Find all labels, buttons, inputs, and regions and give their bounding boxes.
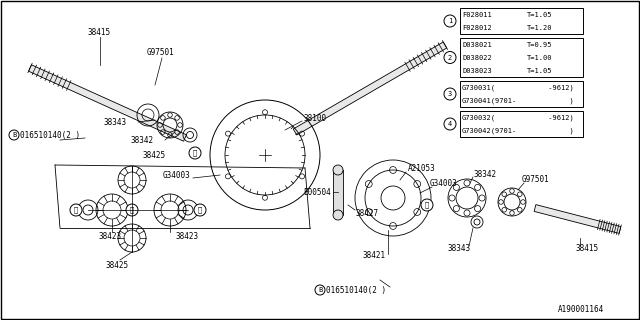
- Circle shape: [333, 165, 343, 175]
- Polygon shape: [333, 170, 343, 215]
- Text: F028011: F028011: [462, 12, 492, 18]
- Text: 4: 4: [448, 121, 452, 127]
- Text: ): ): [527, 97, 573, 104]
- Bar: [460, 38, 583, 77]
- Text: 38342: 38342: [130, 135, 153, 145]
- Text: 38415: 38415: [575, 244, 598, 252]
- Bar: [460, 81, 583, 107]
- Text: -9612): -9612): [527, 84, 573, 91]
- Text: E00504: E00504: [303, 188, 331, 196]
- Text: G97501: G97501: [522, 174, 550, 183]
- Text: ②: ②: [198, 207, 202, 213]
- Circle shape: [444, 52, 456, 63]
- Circle shape: [333, 210, 343, 220]
- Text: G730042(9701-: G730042(9701-: [462, 127, 517, 134]
- Text: T=1.20: T=1.20: [527, 25, 552, 30]
- Text: ①: ①: [130, 207, 134, 213]
- Text: G97501: G97501: [147, 47, 175, 57]
- Text: B: B: [12, 132, 16, 138]
- Text: G730032(: G730032(: [462, 114, 496, 121]
- Text: 1: 1: [448, 18, 452, 24]
- Text: 38342: 38342: [473, 170, 496, 179]
- Text: 38425: 38425: [142, 150, 165, 159]
- Text: T=1.05: T=1.05: [527, 68, 552, 74]
- Bar: [460, 111, 583, 137]
- Text: 38427: 38427: [355, 209, 378, 218]
- Text: 38415: 38415: [87, 28, 110, 36]
- Text: 38425: 38425: [105, 260, 128, 269]
- Polygon shape: [29, 65, 186, 141]
- Text: 38343: 38343: [447, 244, 470, 252]
- Text: G34003: G34003: [430, 179, 458, 188]
- Text: 38343: 38343: [103, 117, 126, 126]
- Text: D038021: D038021: [462, 42, 492, 47]
- Text: F028012: F028012: [462, 25, 492, 30]
- Text: ②: ②: [74, 207, 78, 213]
- Circle shape: [126, 204, 138, 216]
- Text: G730041(9701-: G730041(9701-: [462, 97, 517, 104]
- Text: ): ): [527, 127, 573, 134]
- Text: G34003: G34003: [163, 171, 191, 180]
- Circle shape: [70, 204, 82, 216]
- Text: G730031(: G730031(: [462, 84, 496, 91]
- Text: A190001164: A190001164: [558, 306, 604, 315]
- Text: ③: ③: [193, 150, 197, 156]
- Text: T=1.05: T=1.05: [527, 12, 552, 18]
- Text: -9612): -9612): [527, 114, 573, 121]
- Text: 016510140(2 ): 016510140(2 ): [20, 131, 80, 140]
- Text: 3: 3: [448, 91, 452, 97]
- Text: 38421: 38421: [362, 251, 385, 260]
- Text: 2: 2: [448, 54, 452, 60]
- Circle shape: [444, 15, 456, 27]
- Circle shape: [421, 199, 433, 211]
- Text: A21053: A21053: [408, 164, 436, 172]
- Bar: [460, 8, 583, 34]
- Text: ④: ④: [425, 202, 429, 208]
- Circle shape: [9, 130, 19, 140]
- Circle shape: [444, 118, 456, 130]
- Circle shape: [315, 285, 325, 295]
- Circle shape: [189, 147, 201, 159]
- Text: D038022: D038022: [462, 54, 492, 60]
- Text: 38100: 38100: [303, 114, 326, 123]
- Circle shape: [194, 204, 206, 216]
- Polygon shape: [534, 204, 621, 233]
- Text: 38423: 38423: [175, 231, 198, 241]
- Text: T=0.95: T=0.95: [527, 42, 552, 47]
- Text: B: B: [318, 287, 322, 293]
- Text: D038023: D038023: [462, 68, 492, 74]
- Text: T=1.00: T=1.00: [527, 54, 552, 60]
- Circle shape: [444, 88, 456, 100]
- Text: 016510140(2 ): 016510140(2 ): [326, 285, 386, 294]
- Polygon shape: [293, 42, 447, 135]
- Text: 38423: 38423: [98, 231, 121, 241]
